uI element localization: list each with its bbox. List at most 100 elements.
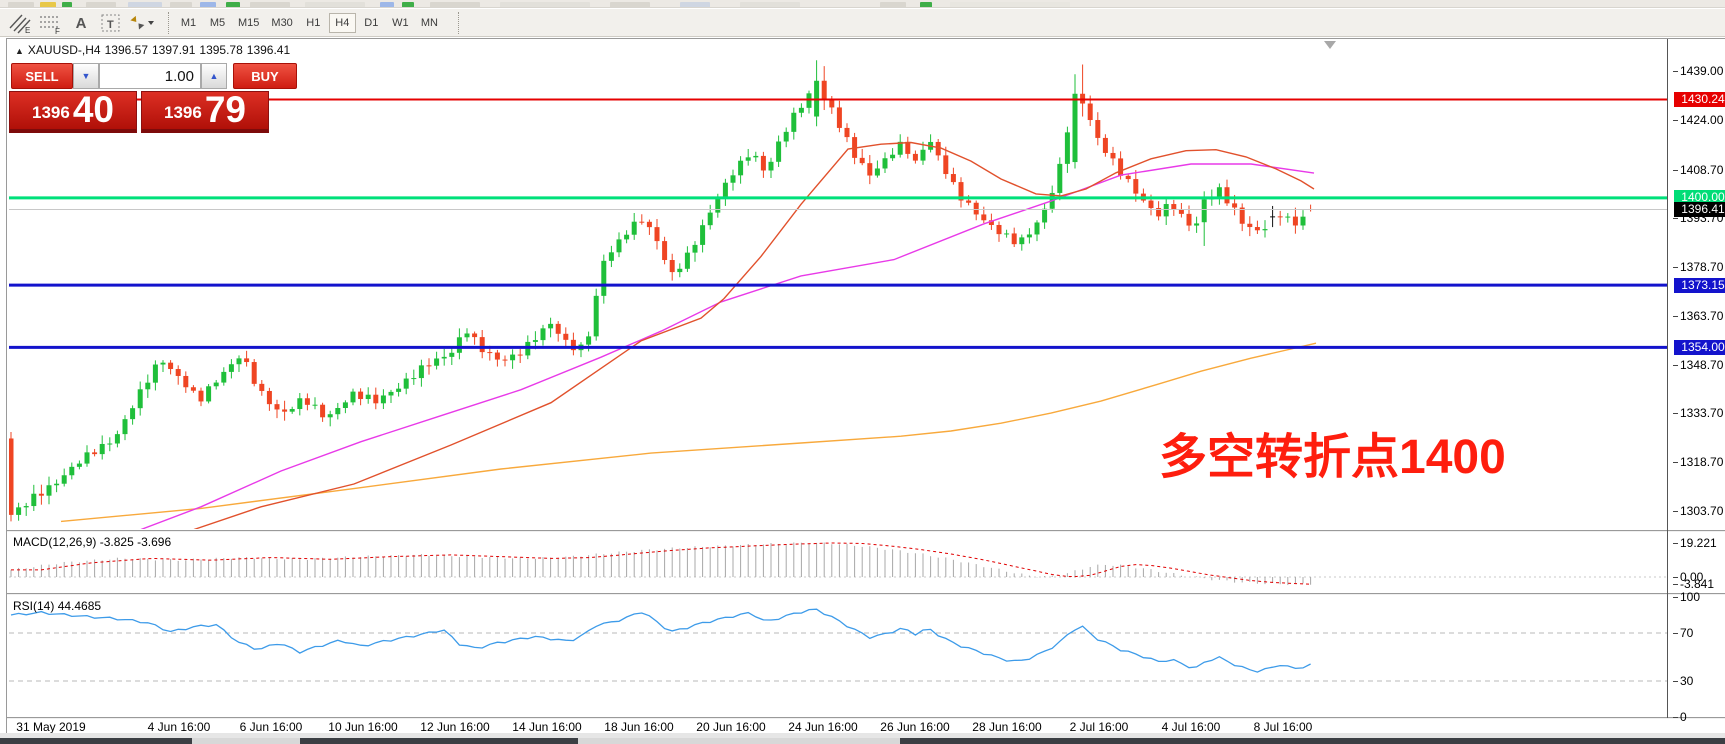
taskbar-segment <box>900 738 1725 744</box>
price-badge: 1430.24 <box>1674 91 1725 107</box>
price-chart[interactable] <box>9 46 1667 529</box>
ohlc-open: 1396.57 <box>104 43 148 57</box>
date-tick-label: 6 Jun 16:00 <box>239 720 303 734</box>
timeframe-button-m1[interactable]: M1 <box>180 17 197 29</box>
axis-tick-mark <box>1673 577 1678 578</box>
axis-tick-mark <box>1673 169 1678 171</box>
timeframe-button-d1[interactable]: D1 <box>364 17 379 29</box>
axis-tick-mark <box>1673 462 1678 464</box>
toolbar-fragment <box>40 2 56 7</box>
price-tick-label: 1333.70 <box>1680 406 1724 421</box>
axis-tick-mark <box>1673 542 1678 544</box>
toolbar-fragment <box>86 2 116 7</box>
date-tick-label: 14 Jun 16:00 <box>512 720 582 734</box>
rsi-tick-label: 30 <box>1680 674 1694 688</box>
rsi-panel[interactable] <box>9 596 1667 717</box>
axis-tick-mark <box>1673 681 1678 682</box>
toolbar-fragment <box>250 2 290 7</box>
date-tick-label: 4 Jun 16:00 <box>147 720 211 734</box>
chart-window: ▲ XAUUSD-,H4 1396.57 1397.91 1395.78 1396.41 … <box>6 38 1725 734</box>
buy-button[interactable]: BUY <box>233 63 297 89</box>
date-tick-label: 18 Jun 16:00 <box>604 720 674 734</box>
chart-shift-marker-icon[interactable] <box>1324 41 1336 49</box>
macd-panel[interactable] <box>9 532 1667 593</box>
ohlc-high: 1397.91 <box>152 43 196 57</box>
axis-tick-mark <box>1673 267 1678 269</box>
price-tick-label: 1439.00 <box>1680 64 1724 78</box>
toolbar-fragment <box>740 2 800 7</box>
bid-price-main: 1396 <box>32 103 70 122</box>
timeframe-button-w1[interactable]: W1 <box>392 17 409 29</box>
date-tick-label: 10 Jun 16:00 <box>328 720 398 734</box>
sell-button[interactable]: SELL <box>11 63 73 89</box>
axis-tick-mark <box>1673 510 1678 512</box>
price-tick-label: 1303.70 <box>1680 503 1724 518</box>
volume-input[interactable] <box>99 63 201 89</box>
axis-tick-mark <box>1673 583 1678 585</box>
volume-increase-button[interactable]: ▲ <box>201 63 227 89</box>
rsi-label: RSI(14) 44.4685 <box>13 599 102 613</box>
ohlc-low: 1395.78 <box>199 43 243 57</box>
svg-text:E: E <box>25 26 30 34</box>
price-tick-label: 1408.70 <box>1680 162 1724 177</box>
chart-header: ▲ XAUUSD-,H4 1396.57 1397.91 1395.78 1396.41 <box>15 43 294 57</box>
bid-price-box[interactable]: 1396 40 <box>9 91 137 133</box>
panel-splitter[interactable] <box>7 530 1725 532</box>
chart-collapse-arrow[interactable]: ▲ <box>15 46 24 56</box>
axis-tick-mark <box>1673 597 1678 598</box>
date-tick-label: 12 Jun 16:00 <box>420 720 490 734</box>
horizontal-scrollbar[interactable] <box>0 733 1725 738</box>
toolbar-fragment <box>402 2 414 7</box>
ask-price-pips: 79 <box>204 89 246 130</box>
toolbar-fragment <box>500 2 590 7</box>
bid-price-pips: 40 <box>72 89 114 130</box>
toolbar-fragment <box>380 2 394 7</box>
date-tick-label: 26 Jun 16:00 <box>880 720 950 734</box>
time-axis-border <box>7 717 1725 719</box>
toolbar-fragment <box>62 2 72 7</box>
svg-text:F: F <box>55 27 60 34</box>
timeframe-button-m5[interactable]: M5 <box>209 17 226 29</box>
timeframe-button-m15[interactable]: M15 <box>238 17 260 29</box>
volume-decrease-button[interactable]: ▼ <box>73 63 99 89</box>
price-badge: 1400.00 <box>1674 190 1725 206</box>
panel-splitter[interactable] <box>7 593 1725 595</box>
toolbar: E F A T <box>0 9 1725 37</box>
axis-tick-mark <box>1673 717 1678 718</box>
equidistant-channel-icon[interactable]: E <box>6 11 36 35</box>
rsi-tick-label: 0 <box>1680 710 1687 724</box>
timeframe-button-mn[interactable]: MN <box>420 17 438 29</box>
axis-tick-mark <box>1673 119 1678 121</box>
axis-tick-mark <box>1673 218 1678 220</box>
cutoff-taskbar-strip <box>0 738 1725 744</box>
timeframe-button-h1[interactable]: H1 <box>306 17 321 29</box>
fibonacci-lines-icon[interactable]: F <box>36 11 66 35</box>
toolbar-fragment <box>920 2 932 7</box>
timeframe-button-m30[interactable]: M30 <box>271 17 293 29</box>
svg-text:T: T <box>107 19 114 31</box>
price-badge: 1373.15 <box>1674 277 1725 293</box>
axis-tick-mark <box>1673 633 1678 634</box>
price-tick-label: 1348.70 <box>1680 357 1724 372</box>
text-label-icon[interactable]: T <box>96 11 126 35</box>
taskbar-segment <box>0 738 192 744</box>
macd-label: MACD(12,26,9) -3.825 -3.696 <box>13 535 172 549</box>
toolbar-fragment <box>880 2 906 7</box>
text-icon[interactable]: A <box>75 14 87 32</box>
axis-tick-mark <box>1673 364 1678 366</box>
date-tick-label: 28 Jun 16:00 <box>972 720 1042 734</box>
toolbar-fragment <box>8 2 34 7</box>
toolbar-fragment <box>200 2 216 7</box>
ohlc-close: 1396.41 <box>246 43 291 57</box>
arrows-icon[interactable] <box>126 11 156 35</box>
toolbar-fragment <box>430 2 480 7</box>
price-axis-border <box>1667 39 1668 718</box>
date-tick-label: 24 Jun 16:00 <box>788 720 858 734</box>
ask-price-box[interactable]: 1396 79 <box>141 91 269 133</box>
price-tick-label: 1424.00 <box>1680 112 1724 127</box>
axis-tick-mark <box>1673 71 1678 72</box>
timeframe-button-h4[interactable]: H4 <box>328 13 356 33</box>
chart-annotation-text[interactable]: 多空转折点1400 <box>1159 431 1506 484</box>
macd-tick-label: 0.00 <box>1680 570 1704 584</box>
date-tick-label: 8 Jul 16:00 <box>1253 720 1313 734</box>
